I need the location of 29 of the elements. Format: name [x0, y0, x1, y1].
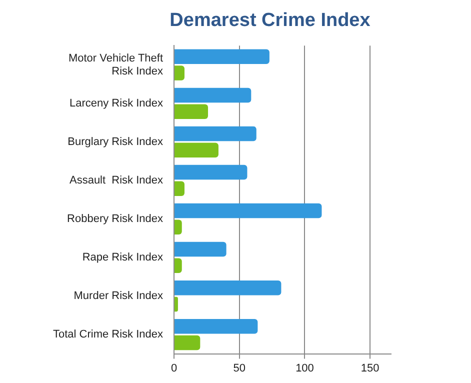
y-tick-label: Robbery Risk Index: [67, 212, 164, 225]
bar: [174, 318, 258, 334]
y-tick-label: Murder Risk Index: [74, 290, 164, 302]
bar: [174, 181, 184, 196]
x-tick-label: 50: [233, 362, 246, 374]
bar: [174, 203, 322, 218]
bar: [174, 164, 248, 180]
bar: [174, 335, 200, 350]
bar: [174, 242, 226, 257]
bar: [174, 88, 252, 103]
bar: [174, 126, 256, 142]
y-tick-label: Rape Risk Index: [82, 252, 164, 264]
bar: [174, 49, 270, 64]
bar: [174, 142, 218, 158]
chart-title: Demarest Crime Index: [168, 10, 372, 32]
y-tick-label: Motor Vehicle Theft Risk Index: [68, 52, 164, 78]
bar: [174, 258, 182, 274]
x-tick-label: 100: [296, 362, 314, 374]
x-tick-label: 150: [360, 362, 380, 374]
bar: [174, 104, 208, 119]
y-tick-label: Total Crime Risk Index: [52, 328, 164, 341]
bar: [174, 66, 184, 80]
bar: [174, 280, 282, 296]
bar: [174, 296, 178, 312]
x-tick-label: 0: [170, 362, 178, 374]
y-tick-label: Assault Risk Index: [69, 174, 164, 186]
bar: [174, 220, 182, 235]
y-tick-label: Burglary Risk Index: [68, 136, 164, 148]
y-tick-label: Larceny Risk Index: [69, 97, 164, 110]
